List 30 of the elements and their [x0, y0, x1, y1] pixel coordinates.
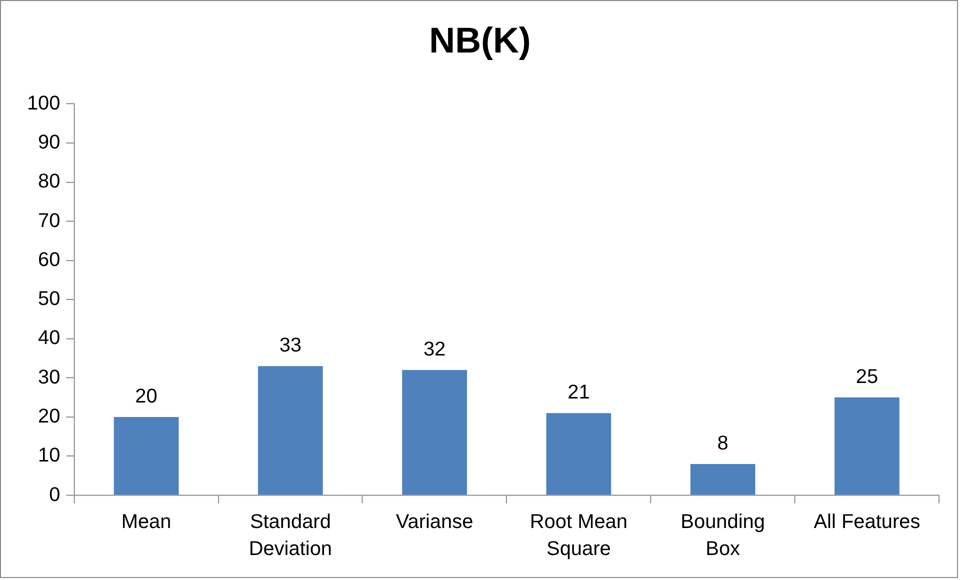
data-label: 21	[568, 382, 590, 404]
bar	[114, 416, 179, 495]
y-tick-label: 0	[49, 484, 60, 506]
data-label: 8	[717, 432, 728, 455]
y-tick-label: 100	[26, 92, 60, 114]
x-tick-label: Standard Deviation	[248, 511, 332, 560]
data-label: 32	[423, 338, 446, 361]
y-tick-label: 40	[38, 327, 60, 350]
y-tick-label: 30	[38, 366, 60, 388]
y-tick-label: 50	[38, 288, 60, 310]
bar	[546, 413, 612, 495]
x-tick-label: Root Mean Square	[530, 511, 628, 560]
y-tick-label: 70	[38, 210, 60, 232]
y-tick-label: 90	[38, 131, 60, 154]
y-tick-label: 10	[38, 444, 60, 467]
x-tick-label: All Features	[814, 511, 920, 534]
y-tick-label: 80	[38, 170, 60, 193]
x-tick-label: Mean	[121, 511, 172, 534]
bar	[258, 366, 323, 495]
data-label: 25	[856, 366, 878, 388]
y-tick-label: 60	[38, 248, 60, 271]
bar	[690, 464, 756, 495]
chart-title: NB(K)	[429, 20, 531, 60]
data-label: 20	[135, 386, 158, 408]
bar	[834, 397, 900, 495]
data-label: 33	[279, 334, 302, 357]
bar	[402, 370, 467, 495]
y-tick-label: 20	[38, 406, 60, 428]
x-tick-label: Varianse	[396, 511, 474, 534]
x-tick-label: Bounding Box	[680, 511, 765, 560]
